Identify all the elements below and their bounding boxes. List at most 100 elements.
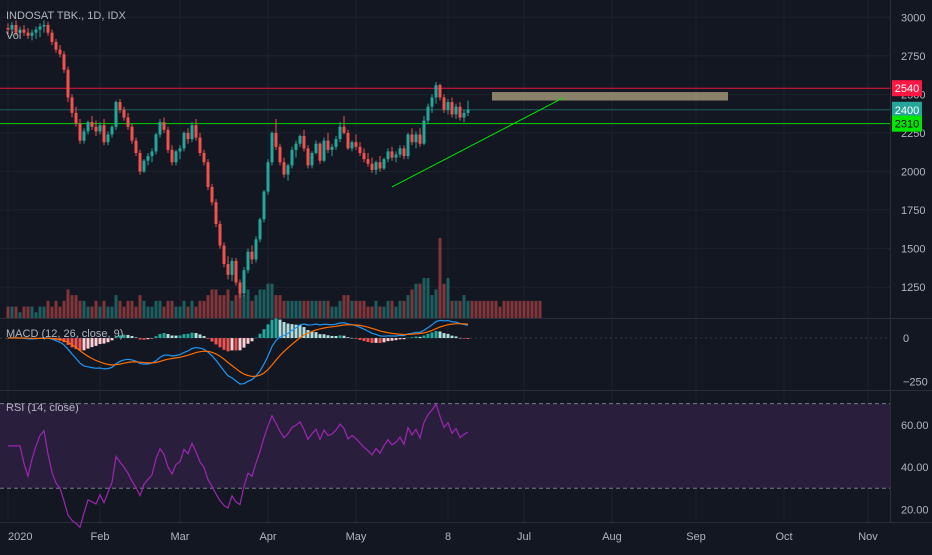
- candle: [394, 151, 398, 163]
- candle-body: [442, 97, 446, 110]
- volume-bar: [22, 306, 26, 318]
- candle: [118, 98, 122, 113]
- time-tick-label: Oct: [775, 531, 792, 543]
- candle-body: [150, 151, 154, 157]
- macd-histogram-bar: [78, 338, 82, 351]
- macd-histogram-bar: [418, 336, 422, 339]
- volume-bar: [478, 300, 482, 318]
- rsi-line: [8, 402, 469, 529]
- level-tag-label-resistance: 2540: [895, 83, 919, 95]
- macd-histogram-bar: [434, 331, 438, 339]
- candle-body: [262, 191, 266, 220]
- candle: [62, 51, 66, 73]
- volume-bar: [266, 283, 270, 318]
- candle-body: [458, 106, 462, 118]
- volume-bar: [366, 306, 370, 318]
- macd-histogram-bar: [322, 334, 326, 339]
- candle: [382, 157, 386, 170]
- volume-bar: [282, 300, 286, 318]
- volume-bar: [406, 295, 410, 318]
- level-tag-resistance: [892, 80, 922, 97]
- volume-bar: [430, 295, 434, 318]
- macd-histogram-bar: [106, 338, 110, 343]
- candle-body: [462, 112, 466, 118]
- candle-body: [46, 24, 50, 33]
- candle-body: [274, 132, 278, 147]
- price-tick-label: 1250: [901, 282, 925, 294]
- candle-body: [62, 54, 66, 70]
- rsi-band: [0, 403, 890, 489]
- candle-body: [190, 125, 194, 140]
- candle-body: [134, 140, 138, 153]
- macd-histogram-bar: [218, 338, 222, 348]
- macd-histogram-bar: [266, 324, 270, 339]
- volume-bar: [186, 306, 190, 318]
- volume-bar: [50, 306, 54, 318]
- candle-body: [290, 149, 294, 166]
- volume-bar: [126, 300, 130, 318]
- candle: [458, 102, 462, 121]
- volume-bar: [190, 300, 194, 318]
- volume-bar: [278, 295, 282, 318]
- candle-body: [194, 125, 198, 138]
- candle-body: [338, 126, 342, 140]
- candle-body: [390, 151, 394, 158]
- macd-histogram-bar: [158, 333, 162, 339]
- candle-body: [446, 102, 450, 110]
- macd-histogram-bar: [194, 333, 198, 339]
- macd-histogram-bar: [190, 332, 194, 339]
- candle: [42, 20, 46, 33]
- volume-bar: [150, 306, 154, 318]
- candle-body: [210, 186, 214, 203]
- macd-histogram-bar: [122, 334, 126, 339]
- volume-bar: [46, 300, 50, 318]
- volume-bar: [66, 289, 70, 318]
- candle: [150, 148, 154, 163]
- volume-bar: [254, 295, 258, 318]
- candle: [130, 123, 134, 144]
- macd-histogram-bar: [386, 338, 390, 342]
- volume-bar: [458, 300, 462, 318]
- candle: [330, 143, 334, 157]
- candle-body: [222, 245, 226, 265]
- candle: [106, 131, 110, 146]
- volume-bar: [390, 300, 394, 318]
- macd-histogram-bar: [130, 336, 134, 339]
- target-box: [492, 92, 728, 101]
- rsi-legend: RSI (14, close): [6, 402, 79, 414]
- candle-body: [66, 69, 70, 98]
- volume-bar: [14, 306, 18, 318]
- candle: [174, 149, 178, 166]
- candle-body: [402, 148, 406, 157]
- volume-bar: [418, 283, 422, 318]
- volume-bar: [242, 295, 246, 318]
- macd-histogram-bar: [134, 337, 138, 339]
- candle-body: [90, 122, 94, 127]
- macd-histogram-bar: [178, 335, 182, 339]
- volume-bar: [498, 306, 502, 318]
- volume-bar: [334, 306, 338, 318]
- candle: [58, 45, 62, 58]
- macd-histogram-bar: [274, 318, 278, 339]
- macd-histogram-bar: [282, 322, 286, 339]
- volume-bar: [178, 306, 182, 318]
- volume-bar: [98, 306, 102, 318]
- candle: [302, 129, 306, 152]
- candle-body: [254, 239, 258, 260]
- macd-histogram-bar: [210, 338, 214, 342]
- candle-body: [110, 126, 114, 135]
- candle: [414, 131, 418, 149]
- volume-bar: [6, 306, 10, 318]
- candle: [298, 134, 302, 147]
- volume-bar: [206, 295, 210, 318]
- volume-bar: [90, 306, 94, 318]
- macd-histogram-bar: [326, 335, 330, 339]
- macd-histogram-bar: [234, 338, 238, 351]
- candle-body: [82, 131, 86, 141]
- volume-bar: [314, 300, 318, 318]
- candle: [238, 279, 242, 298]
- candle: [266, 159, 270, 195]
- candle-body: [214, 202, 218, 224]
